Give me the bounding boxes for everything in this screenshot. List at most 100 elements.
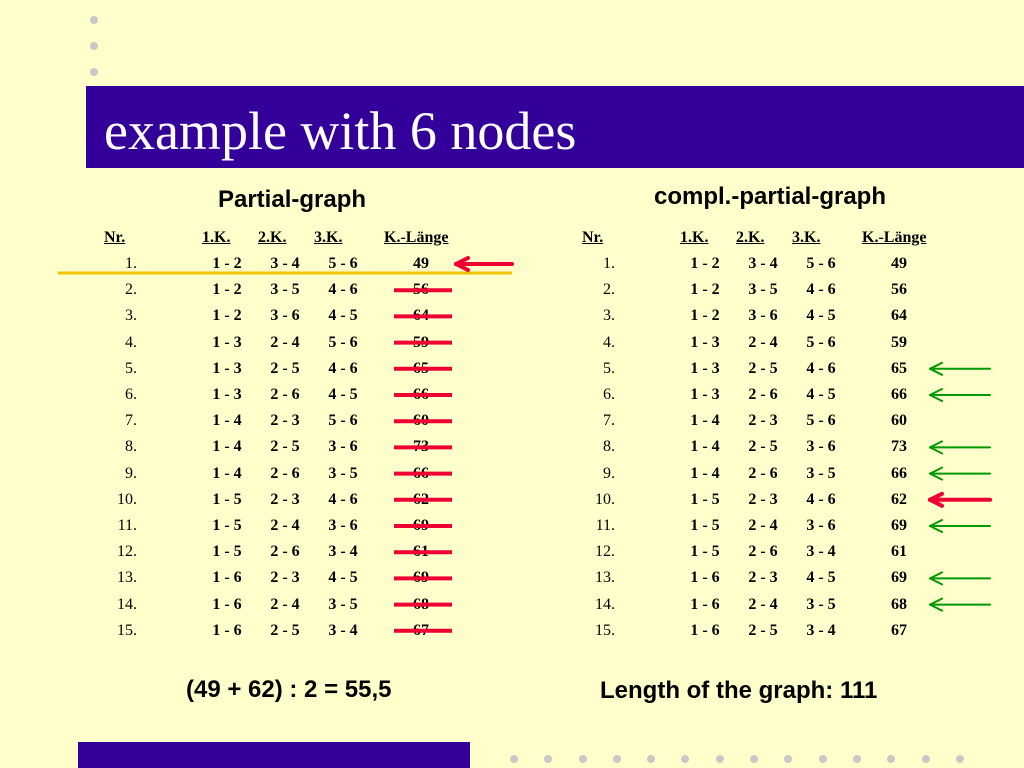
right-cell-k3: 3 - 4: [806, 621, 836, 639]
right-cell-k2: 2 - 4: [748, 595, 778, 613]
right-cell-nr: 15.: [595, 621, 615, 639]
right-cell-k2: 2 - 5: [748, 359, 778, 377]
right-column-header: 2.K.: [736, 229, 765, 246]
left-cell-nr: 13.: [117, 569, 137, 587]
right-cell-k3: 3 - 4: [806, 543, 836, 561]
left-cell-nr: 15.: [117, 621, 137, 639]
left-cell-k1: 1 - 5: [212, 490, 242, 508]
right-cell-k2: 2 - 3: [748, 490, 778, 508]
left-cell-k1: 1 - 6: [212, 569, 242, 587]
left-column-header: 2.K.: [258, 229, 287, 246]
right-cell-len: 69: [891, 569, 907, 587]
right-cell-k3: 4 - 6: [806, 281, 836, 299]
left-cell-k1: 1 - 4: [212, 438, 242, 456]
left-cell-nr: 5.: [125, 359, 137, 377]
right-cell-nr: 6.: [603, 386, 615, 403]
left-cell-nr: 8.: [125, 438, 137, 456]
decorative-dot: [750, 755, 758, 763]
left-cell-k3: 3 - 4: [328, 543, 358, 561]
decorative-dot: [887, 755, 895, 763]
right-cell-nr: 13.: [595, 569, 615, 587]
left-cell-nr: 4.: [125, 333, 137, 351]
right-cell-k1: 1 - 4: [690, 412, 720, 430]
left-cell-nr: 9.: [125, 464, 137, 482]
right-cell-len: 61: [891, 543, 907, 561]
left-cell-k1: 1 - 2: [212, 281, 242, 299]
left-cell-nr: 7.: [125, 412, 137, 430]
left-cell-k2: 3 - 4: [270, 255, 300, 272]
right-cell-k1: 1 - 5: [690, 517, 720, 534]
right-cell-k3: 4 - 5: [806, 386, 836, 403]
decorative-dot: [784, 755, 792, 763]
right-column-header: 3.K.: [792, 229, 821, 246]
right-cell-len: 62: [891, 490, 907, 508]
right-cell-nr: 4.: [603, 333, 615, 351]
right-cell-k2: 3 - 4: [748, 255, 778, 272]
right-cell-k2: 2 - 3: [748, 412, 778, 430]
left-cell-k3: 4 - 5: [328, 386, 358, 403]
left-cell-nr: 2.: [125, 281, 137, 299]
decorative-dot: [922, 755, 930, 763]
graph-length-text: Length of the graph: 111: [600, 677, 878, 704]
right-cell-nr: 1.: [603, 255, 615, 272]
title-bar: example with 6 nodes: [86, 86, 1024, 168]
right-cell-nr: 7.: [603, 412, 615, 430]
right-cell-k3: 4 - 5: [806, 569, 836, 587]
left-cell-k3: 4 - 6: [328, 359, 358, 377]
right-cell-k2: 2 - 6: [748, 464, 778, 482]
left-cell-k1: 1 - 4: [212, 412, 242, 430]
right-cell-nr: 3.: [603, 307, 615, 325]
left-cell-k2: 3 - 5: [270, 281, 300, 299]
left-cell-k1: 1 - 3: [212, 359, 242, 377]
left-cell-k1: 1 - 5: [212, 543, 242, 561]
left-cell-k2: 2 - 4: [270, 333, 300, 351]
decorative-dot: [819, 755, 827, 763]
right-cell-k2: 3 - 5: [748, 281, 778, 299]
right-cell-k3: 5 - 6: [806, 333, 836, 351]
right-cell-nr: 10.: [595, 490, 615, 508]
right-cell-len: 60: [891, 412, 907, 430]
right-cell-k3: 3 - 5: [806, 464, 836, 482]
right-cell-k3: 3 - 6: [806, 438, 836, 456]
left-table-heading: Partial-graph: [217, 186, 367, 213]
right-cell-nr: 11.: [595, 517, 615, 534]
decorative-dot: [579, 755, 587, 763]
left-cell-nr: 10.: [117, 490, 137, 508]
slide-title: example with 6 nodes: [104, 101, 577, 161]
left-cell-k2: 3 - 6: [270, 307, 300, 325]
left-cell-k2: 2 - 5: [270, 359, 300, 377]
right-cell-k1: 1 - 3: [690, 333, 720, 351]
left-column-header: 3.K.: [314, 229, 343, 246]
right-cell-k2: 3 - 6: [748, 307, 778, 325]
right-cell-k1: 1 - 4: [690, 438, 720, 456]
right-cell-k3: 5 - 6: [806, 255, 836, 272]
right-cell-k1: 1 - 5: [690, 490, 720, 508]
left-cell-k2: 2 - 5: [270, 438, 300, 456]
left-cell-k3: 3 - 6: [328, 438, 358, 456]
decorative-dot: [90, 16, 98, 24]
right-cell-k1: 1 - 2: [690, 255, 720, 272]
left-cell-k3: 3 - 6: [328, 517, 358, 534]
right-cell-nr: 12.: [595, 543, 615, 561]
left-cell-k2: 2 - 6: [270, 464, 300, 482]
red-arrow: [928, 491, 992, 508]
right-cell-k2: 2 - 6: [748, 543, 778, 561]
left-cell-k3: 5 - 6: [328, 333, 358, 351]
decorative-dot: [90, 68, 98, 76]
left-cell-k1: 1 - 3: [212, 333, 242, 351]
decorative-dot: [544, 755, 552, 763]
decorative-dot: [716, 755, 724, 763]
right-cell-k2: 2 - 4: [748, 333, 778, 351]
right-cell-k1: 1 - 3: [690, 386, 720, 403]
left-cell-k1: 1 - 2: [212, 307, 242, 325]
right-cell-len: 67: [891, 621, 907, 639]
left-cell-nr: 6.: [125, 386, 137, 403]
right-cell-k3: 3 - 6: [806, 517, 836, 534]
left-cell-k1: 1 - 4: [212, 464, 242, 482]
green-arrow: [929, 519, 991, 533]
left-cell-k3: 4 - 5: [328, 307, 358, 325]
green-arrow: [929, 571, 991, 586]
left-cell-k2: 2 - 3: [270, 412, 300, 430]
